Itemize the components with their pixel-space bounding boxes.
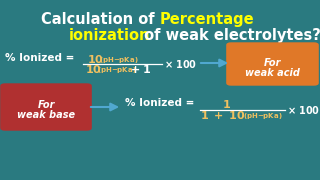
Text: $\mathbf{(pH{-}pKa)}$: $\mathbf{(pH{-}pKa)}$ [99, 55, 139, 65]
Text: Calculation of: Calculation of [41, 12, 160, 27]
Text: ionization: ionization [69, 28, 150, 43]
Text: For: For [263, 58, 281, 68]
Text: $\mathbf{1}$: $\mathbf{1}$ [222, 98, 231, 110]
Text: For: For [37, 100, 55, 110]
Text: weak base: weak base [17, 110, 75, 120]
FancyBboxPatch shape [0, 83, 92, 131]
Text: $\mathbf{\times\ 100}$: $\mathbf{\times\ 100}$ [164, 58, 197, 70]
Text: $\mathbf{1\ +\ 10}$: $\mathbf{1\ +\ 10}$ [200, 109, 245, 121]
Text: $\mathbf{+\ 1}$: $\mathbf{+\ 1}$ [130, 63, 152, 75]
Text: $\mathbf{(pH{-}pKa)}$: $\mathbf{(pH{-}pKa)}$ [243, 111, 283, 121]
Text: of weak electrolytes?: of weak electrolytes? [139, 28, 320, 43]
Text: Percentage: Percentage [160, 12, 255, 27]
Text: $\mathbf{\times\ 100}$: $\mathbf{\times\ 100}$ [287, 104, 320, 116]
Text: $\mathbf{10}$: $\mathbf{10}$ [85, 63, 102, 75]
FancyBboxPatch shape [226, 42, 319, 86]
Text: $\mathbf{10}$: $\mathbf{10}$ [87, 53, 104, 65]
Text: $\mathbf{(pH{-}pKa)}$: $\mathbf{(pH{-}pKa)}$ [97, 65, 137, 75]
Text: % Ionized =: % Ionized = [5, 53, 74, 63]
Text: % Ionized =: % Ionized = [125, 98, 194, 108]
Text: weak acid: weak acid [244, 68, 300, 78]
